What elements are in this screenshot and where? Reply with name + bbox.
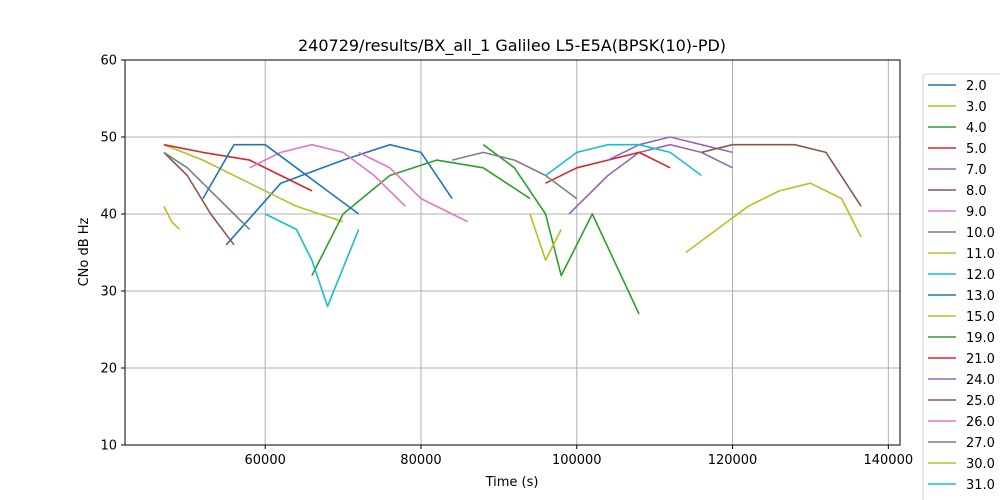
x-tick-label: 80000 <box>400 453 441 468</box>
x-tick-label: 120000 <box>708 453 758 468</box>
y-tick-label: 10 <box>100 439 117 454</box>
legend-box <box>922 73 1000 500</box>
series-line-9.0 <box>249 143 406 207</box>
series-line-27.0 <box>451 151 578 200</box>
legend-label: 2.0 <box>966 79 987 94</box>
y-tick-label: 40 <box>100 208 117 223</box>
legend-label: 24.0 <box>966 373 995 388</box>
legend-label: 13.0 <box>966 289 995 304</box>
x-axis-title: Time (s) <box>485 475 539 490</box>
legend-label: 4.0 <box>966 121 987 136</box>
legend-label: 30.0 <box>966 457 995 472</box>
series-line-5.0 <box>163 143 313 192</box>
legend-label: 27.0 <box>966 436 995 451</box>
legend-label: 25.0 <box>966 394 995 409</box>
series-line-8.0 <box>163 151 235 246</box>
series-line-4.0 <box>311 159 531 276</box>
y-tick-label: 20 <box>100 362 117 377</box>
plot-frame <box>124 59 901 446</box>
y-tick-label: 60 <box>100 54 117 69</box>
series-line-15.0 <box>685 182 862 254</box>
x-tick-label: 140000 <box>863 453 913 468</box>
series-line-11.0 <box>163 205 181 230</box>
series-line-30.0 <box>529 213 562 262</box>
series-group <box>163 136 862 315</box>
series-line-25.0 <box>701 143 862 207</box>
y-axis-title: CNo dB Hz <box>77 217 92 286</box>
y-tick-label: 30 <box>100 285 117 300</box>
y-tick-label: 50 <box>100 131 117 146</box>
series-line-12.0 <box>264 213 360 308</box>
legend-label: 7.0 <box>966 163 987 178</box>
legend-label: 3.0 <box>966 100 987 115</box>
legend-label: 26.0 <box>966 415 995 430</box>
legend-label: 11.0 <box>966 247 995 262</box>
plot-area <box>125 60 900 445</box>
legend-label: 15.0 <box>966 310 995 325</box>
series-line-24.0 <box>607 136 733 161</box>
x-tick-label: 100000 <box>552 453 602 468</box>
chart-title: 240729/results/BX_all_1 Galileo L5-E5A(B… <box>298 36 726 56</box>
series-line-26.0 <box>358 151 469 223</box>
series-line-3.0 <box>163 143 344 223</box>
legend-label: 5.0 <box>966 142 987 157</box>
legend-label: 9.0 <box>966 205 987 220</box>
series-line-13.0 <box>202 143 360 215</box>
legend-label: 19.0 <box>966 331 995 346</box>
legend-label: 10.0 <box>966 226 995 241</box>
legend-label: 31.0 <box>966 478 995 493</box>
legend: 2.0 3.0 4.0 5.0 7.0 8.0 9.0 10.0 11.0 12.0 13.0 15.… <box>922 73 1000 500</box>
x-tick-label: 60000 <box>245 453 286 468</box>
legend-label: 8.0 <box>966 184 987 199</box>
legend-label: 21.0 <box>966 352 995 367</box>
series-line-31.0 <box>545 143 702 177</box>
series-line-10.0 <box>163 151 251 230</box>
legend-label: 12.0 <box>966 268 995 283</box>
ticks: 60000 80000 100000 120000 140000 10 20 30 40 50 60 <box>100 54 913 469</box>
